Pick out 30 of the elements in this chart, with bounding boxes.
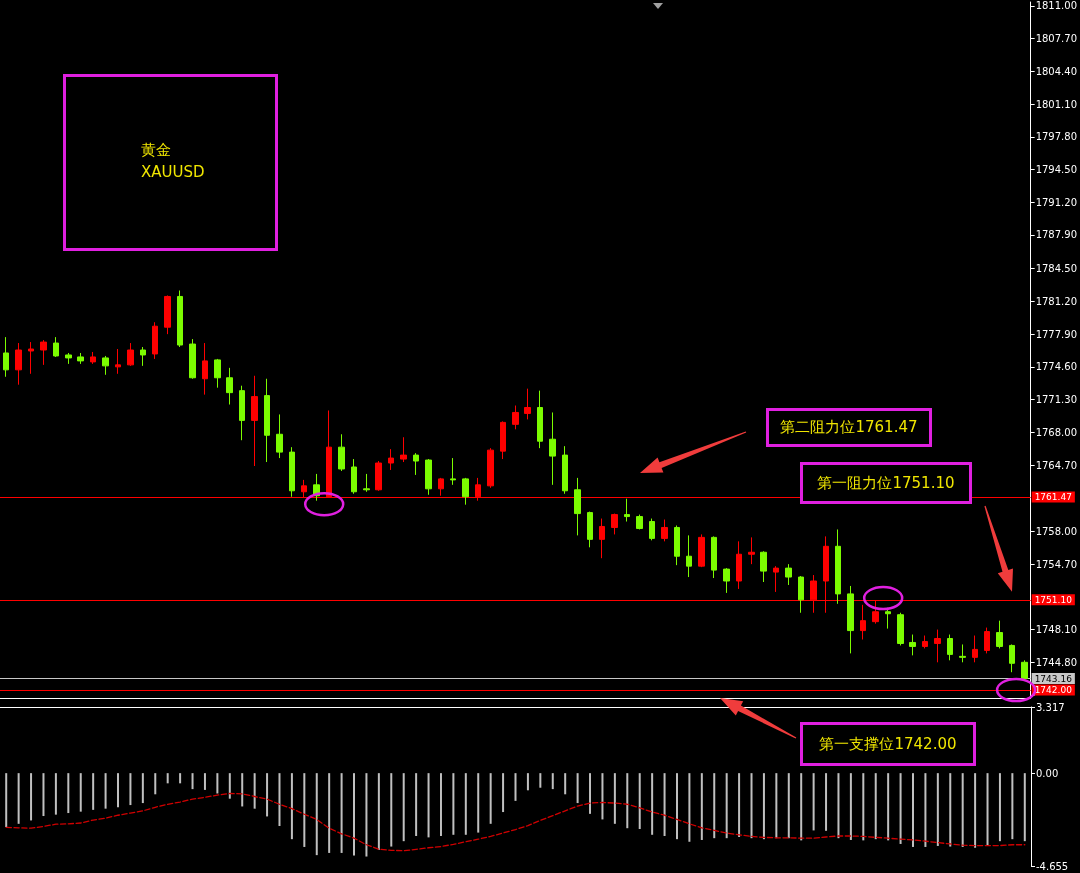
y-tick-label: 1768.00 xyxy=(1035,426,1078,438)
y-tick-label: 1801.10 xyxy=(1035,98,1078,110)
y-tick-label: 1754.70 xyxy=(1035,558,1078,570)
y-tick-label: 1811.00 xyxy=(1035,0,1078,12)
y-tick-label: 1807.70 xyxy=(1035,33,1078,45)
y-tick-label: 1748.10 xyxy=(1035,624,1078,636)
y-tick-label: 1781.20 xyxy=(1035,295,1078,307)
y-tick-label: 1787.90 xyxy=(1035,229,1078,241)
y-tick-label: -4.655 xyxy=(1036,860,1069,872)
ref-line-label: 1751.10 xyxy=(1034,594,1073,605)
y-tick-label: 1764.70 xyxy=(1035,459,1078,471)
y-tick-label: 1797.80 xyxy=(1035,131,1078,143)
annotation: XAUUSD xyxy=(141,163,205,181)
ref-line-label: 1761.47 xyxy=(1034,492,1072,503)
y-tick-label: 1744.80 xyxy=(1035,656,1078,668)
y-tick-label: 3.317 xyxy=(1036,701,1065,713)
y-tick-label: 1804.40 xyxy=(1035,65,1078,77)
y-tick-label: 1758.00 xyxy=(1035,525,1078,537)
y-tick-label: 1794.50 xyxy=(1035,164,1078,176)
y-tick-label: 1784.50 xyxy=(1035,263,1078,275)
annotation: 第二阻力位1761.47 xyxy=(766,408,932,447)
y-tick-label: 1791.20 xyxy=(1035,196,1078,208)
ref-line-label: 1743.16 xyxy=(1034,673,1073,684)
y-tick-label: 1774.60 xyxy=(1035,361,1078,373)
y-tick-label: 0.00 xyxy=(1036,767,1059,779)
annotation: 黄金 xyxy=(141,141,171,159)
y-tick-label: 1777.90 xyxy=(1035,328,1078,340)
annotation: 第一阻力位1751.10 xyxy=(800,462,972,504)
annotation: 第一支撑位1742.00 xyxy=(800,722,976,766)
y-tick-label: 1771.30 xyxy=(1035,394,1078,406)
